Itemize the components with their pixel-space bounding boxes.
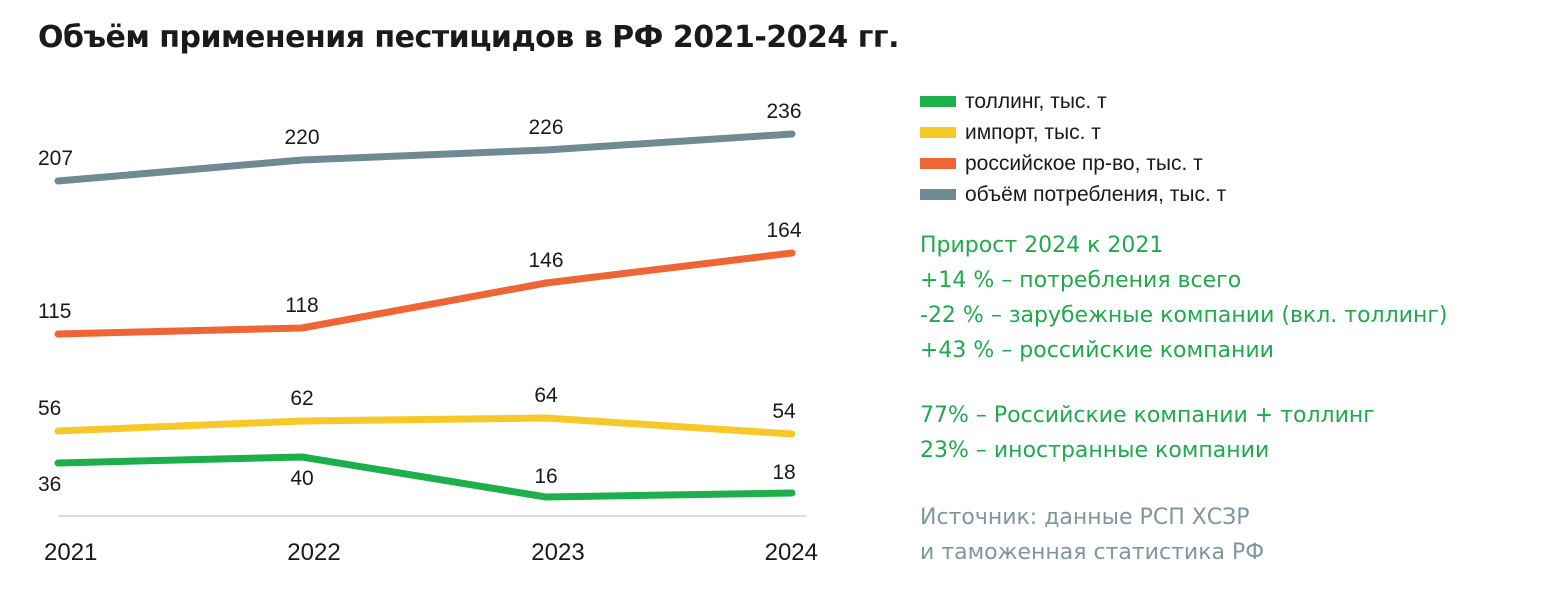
x-tick-layer: 2021 2022 2023 2024 [44, 539, 818, 566]
legend-item-tolling: толлинг, тыс. т [920, 86, 1226, 117]
data-label-russian-production-2024: 164 [766, 219, 801, 242]
x-tick-2022: 2022 [287, 539, 340, 566]
data-label-consumption-2022: 220 [284, 126, 319, 149]
data-label-consumption-2024: 236 [766, 100, 801, 123]
data-label-layer: 36 40 16 18 56 62 64 54 115 118 146 164 207 220 226 236 [38, 100, 802, 496]
chart-title: Объём применения пестицидов в РФ 2021-20… [38, 20, 899, 55]
growth-title: Прирост 2024 к 2021 [920, 233, 1164, 258]
x-tick-2023: 2023 [531, 539, 584, 566]
share-foreign: 23% – иностранные компании [920, 438, 1270, 463]
legend-label-import: импорт, тыс. т [965, 120, 1101, 144]
series-layer [54, 130, 796, 501]
legend-label-russian-production: российское пр-во, тыс. т [965, 151, 1203, 175]
legend-item-russian-production: российское пр-во, тыс. т [920, 148, 1226, 179]
data-label-russian-production-2022: 118 [285, 294, 318, 317]
x-tick-2021: 2021 [44, 539, 97, 566]
series-line-consumption [54, 130, 796, 185]
series-line-tolling [54, 453, 796, 501]
data-label-consumption-2023: 226 [528, 116, 563, 139]
x-tick-2024: 2024 [765, 539, 818, 566]
share-notes: 77% – Российские компании + толлинг 23% … [920, 398, 1375, 468]
share-russian: 77% – Российские компании + толлинг [920, 403, 1375, 428]
data-label-import-2022: 62 [290, 387, 313, 410]
legend-swatch-tolling [920, 96, 956, 107]
data-label-tolling-2024: 18 [772, 461, 795, 484]
data-label-russian-production-2023: 146 [528, 249, 563, 272]
growth-foreign: -22 % – зарубежные компании (вкл. толлин… [920, 303, 1448, 328]
legend-item-consumption: объём потребления, тыс. т [920, 179, 1226, 210]
legend-label-tolling: толлинг, тыс. т [965, 89, 1107, 113]
data-label-tolling-2023: 16 [534, 465, 557, 488]
growth-russian: +43 % – российские компании [920, 338, 1274, 363]
line-chart: 36 40 16 18 56 62 64 54 115 118 146 164 207 220 226 236… [38, 100, 818, 566]
data-label-tolling-2022: 40 [290, 467, 313, 490]
legend-swatch-import [920, 127, 956, 138]
series-line-import [54, 414, 796, 438]
data-label-russian-production-2021: 115 [38, 300, 71, 323]
source-note: Источник: данные РСП ХСЗР и таможенная с… [920, 500, 1264, 570]
growth-notes: Прирост 2024 к 2021 +14 % – потребления … [920, 228, 1447, 368]
legend-item-import: импорт, тыс. т [920, 117, 1226, 148]
source-line-1: Источник: данные РСП ХСЗР [920, 505, 1250, 530]
legend-swatch-russian-production [920, 158, 956, 169]
series-line-russian-production [54, 249, 796, 338]
data-label-consumption-2021: 207 [38, 147, 73, 170]
source-line-2: и таможенная статистика РФ [920, 540, 1265, 565]
data-label-import-2023: 64 [534, 384, 558, 407]
legend-swatch-consumption [920, 189, 956, 200]
data-label-import-2021: 56 [38, 397, 61, 420]
data-label-tolling-2021: 36 [38, 473, 61, 496]
data-label-import-2024: 54 [772, 400, 796, 423]
growth-total: +14 % – потребления всего [920, 268, 1242, 293]
legend: толлинг, тыс. т импорт, тыс. т российско… [920, 86, 1226, 210]
legend-label-consumption: объём потребления, тыс. т [965, 182, 1227, 206]
